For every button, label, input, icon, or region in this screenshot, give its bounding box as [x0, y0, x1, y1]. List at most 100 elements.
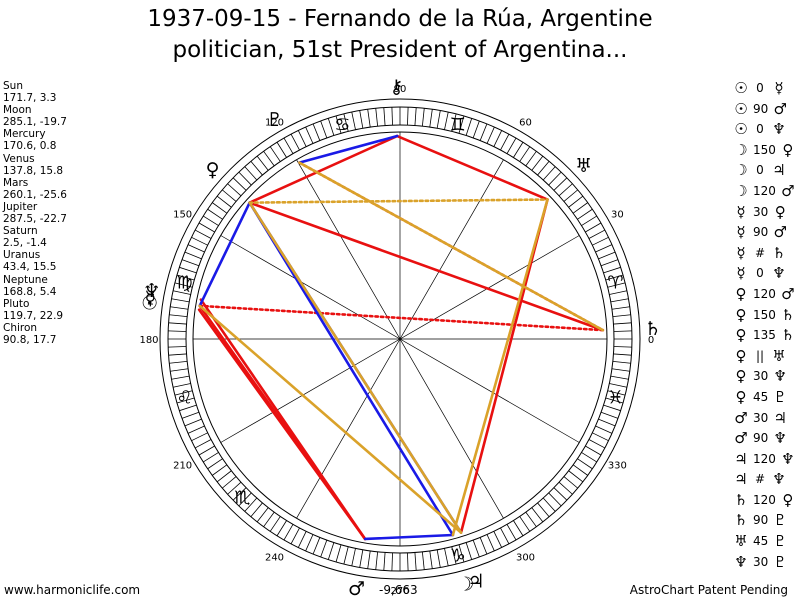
degree-tick — [297, 531, 307, 548]
zodiac-sign-glyph: ♊ — [450, 115, 466, 136]
aspect-line — [248, 201, 463, 534]
degree-tick — [244, 497, 258, 512]
zodiac-sign-glyph: ♑ — [450, 545, 466, 566]
aspect-planet-b: ♂ — [781, 284, 795, 303]
aspect-planet-a: ☽ — [734, 181, 748, 200]
degree-tick — [283, 137, 294, 154]
degree-tick — [610, 298, 629, 303]
degree-tick — [168, 330, 187, 332]
degree-tick — [207, 208, 223, 220]
degree-tick — [486, 534, 495, 552]
aspect-planet-b: ♇ — [773, 387, 787, 406]
aspect-planet-b: ♆ — [781, 449, 795, 468]
aspect-line — [248, 201, 605, 332]
aspect-planet-b: ♆ — [773, 367, 787, 386]
degree-tick — [613, 346, 632, 348]
aspect-planet-b: ♀ — [782, 490, 794, 509]
degree-tick — [222, 476, 237, 489]
position-coords: 43.4, 15.5 — [3, 261, 57, 274]
degree-tick — [312, 537, 321, 555]
degree-tick — [207, 458, 223, 470]
aspect-value: 0 — [756, 266, 764, 281]
degree-tick — [351, 111, 356, 130]
aspect-planet-a: ♀ — [735, 367, 747, 386]
degree-tick — [168, 353, 187, 356]
degree-tick — [558, 481, 573, 495]
degree-tick — [290, 527, 300, 545]
aspect-planet-b: ♃ — [772, 161, 786, 180]
degree-tick — [537, 161, 550, 176]
aspect-planet-b: ♆ — [772, 470, 786, 489]
planet-glyph: ♃ — [468, 570, 485, 592]
degree-tick — [563, 189, 578, 202]
aspect-planet-b: ♆ — [772, 120, 786, 139]
degree-tick — [588, 229, 606, 239]
degree-tick — [598, 418, 616, 427]
aspect-line — [248, 134, 399, 204]
aspect-planet-b: ♀ — [782, 140, 794, 159]
aspect-value: 0 — [756, 81, 764, 95]
degree-tick — [513, 142, 524, 158]
degree-tick — [216, 195, 232, 208]
website-footer[interactable]: www.harmoniclife.com — [4, 583, 141, 597]
center-value: -9,663 — [379, 583, 418, 597]
degree-tick — [212, 464, 228, 476]
degree-tick — [212, 202, 228, 214]
degree-tick — [335, 115, 342, 134]
degree-tick — [169, 360, 188, 364]
aspect-planet-b: ♆ — [773, 429, 787, 448]
degree-tick — [531, 507, 544, 523]
degree-label: 330 — [608, 461, 627, 472]
degree-tick — [263, 511, 275, 527]
degree-tick — [191, 432, 208, 442]
aspect-planet-a: ♆ — [734, 552, 748, 571]
zodiac-sign-glyph: ♏ — [234, 488, 250, 509]
degree-tick — [222, 189, 237, 202]
position-name: Venus — [3, 152, 35, 165]
degree-tick — [605, 397, 624, 404]
degree-tick — [472, 539, 480, 558]
aspect-row: ♀ || ♅ — [731, 346, 798, 367]
degree-tick — [168, 346, 187, 348]
position-coords: 168.8, 5.4 — [3, 285, 57, 298]
aspect-planet-b: ♅ — [772, 346, 786, 365]
aspect-planet-a: ♅ — [734, 532, 748, 551]
degree-tick — [421, 108, 425, 127]
aspect-value: 120 — [753, 492, 776, 507]
degree-tick — [519, 146, 531, 162]
outer-ring — [159, 98, 641, 580]
degree-tick — [537, 502, 550, 517]
degree-tick — [256, 507, 269, 523]
degree-tick — [198, 445, 215, 456]
degree-tick — [181, 411, 200, 419]
degree-tick — [595, 425, 613, 434]
degree-tick — [391, 552, 393, 571]
degree-tick — [297, 130, 307, 147]
degree-tick — [343, 113, 349, 132]
degree-tick — [171, 375, 190, 380]
degree-label: 240 — [265, 552, 284, 563]
degree-tick — [444, 111, 449, 130]
aspect-planet-b: ♄ — [781, 326, 795, 345]
degree-tick — [327, 118, 335, 136]
degree-tick — [429, 550, 433, 569]
degree-tick — [244, 166, 258, 181]
aspect-line — [198, 201, 251, 308]
aspect-value: 135 — [753, 328, 776, 343]
degree-tick — [238, 492, 252, 507]
aspect-line — [198, 304, 605, 332]
aspect-row: ☉ 0 ☿ — [731, 78, 798, 99]
degree-tick — [588, 439, 606, 449]
aspect-row: ☉ 0 ♆ — [731, 119, 798, 140]
degree-tick — [607, 282, 626, 288]
aspect-line — [248, 201, 455, 537]
degree-tick — [375, 551, 379, 570]
degree-tick — [414, 107, 417, 126]
aspect-value: 30 — [753, 204, 769, 219]
degree-tick — [187, 244, 205, 253]
aspect-planet-a: ♀ — [735, 305, 747, 324]
position-coords: 285.1, -19.7 — [3, 116, 67, 129]
aspect-planet-b: ♄ — [772, 243, 786, 262]
degree-tick — [451, 113, 457, 132]
